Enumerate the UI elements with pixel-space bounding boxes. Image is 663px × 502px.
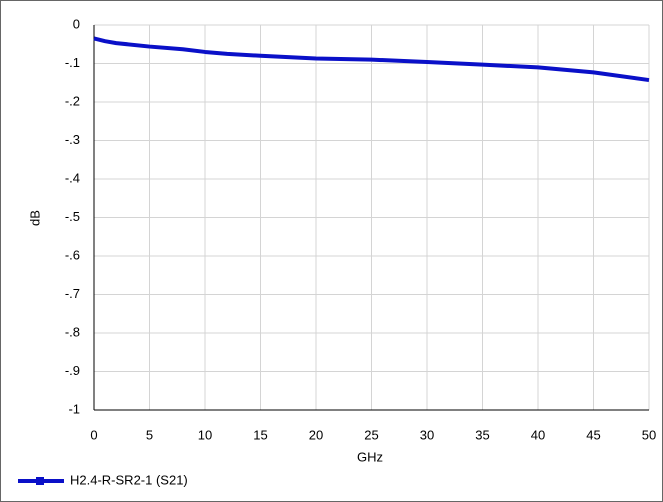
x-axis-label: GHz [357,449,383,464]
legend-marker [36,477,44,485]
data-line [93,36,650,83]
y-tick-label: -.6 [65,247,80,262]
x-tick-label: 5 [146,427,153,442]
y-tick-label: -.7 [65,286,80,301]
y-tick-label: -.1 [65,55,80,70]
y-tick-label: -.4 [65,170,80,185]
x-tick-label: 15 [253,427,267,442]
x-tick-label: 35 [475,427,489,442]
y-tick-label: 0 [73,16,80,31]
y-tick-label: -.9 [65,363,80,378]
x-tick-label: 20 [309,427,323,442]
x-tick-label: 45 [586,427,600,442]
x-tick-label: 50 [642,427,656,442]
x-tick-label: 10 [198,427,212,442]
x-tick-label: 30 [420,427,434,442]
legend-label: H2.4-R-SR2-1 (S21) [70,472,188,487]
x-tick-label: 25 [364,427,378,442]
y-tick-label: -1 [68,401,80,416]
x-tick-label: 0 [90,427,97,442]
y-tick-label: -.8 [65,324,80,339]
y-tick-label: -.3 [65,132,80,147]
y-axis-label: dB [27,210,42,226]
y-tick-label: -.2 [65,93,80,108]
x-tick-label: 40 [531,427,545,442]
y-tick-label: -.5 [65,209,80,224]
